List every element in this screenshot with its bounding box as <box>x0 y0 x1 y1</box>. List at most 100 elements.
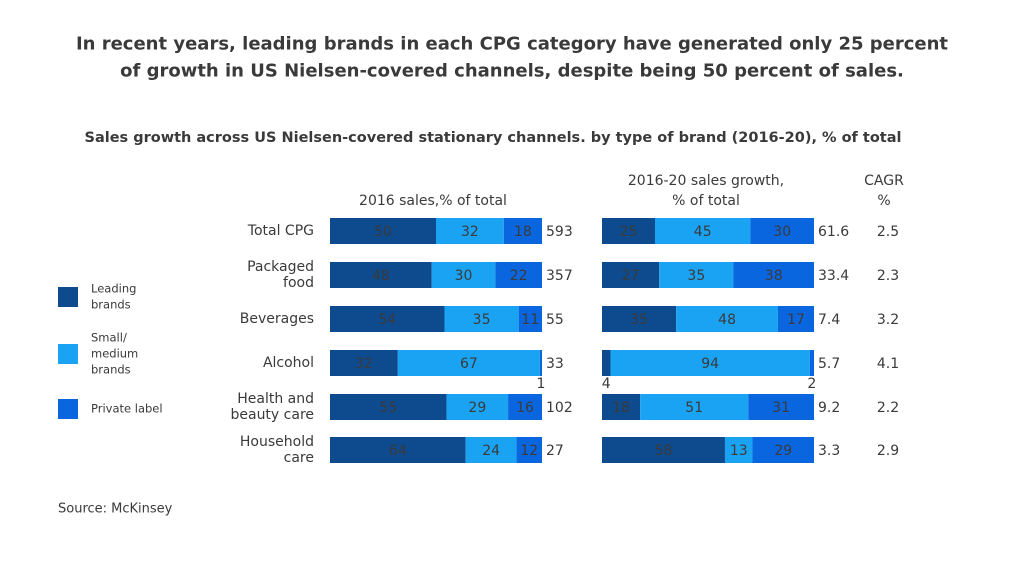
value-label: 12 <box>520 443 538 459</box>
total-label: 33 <box>546 356 564 372</box>
bar-segment <box>539 350 542 376</box>
category-label: Beverages <box>240 311 314 327</box>
value-label: 30 <box>773 224 791 240</box>
total-label: 9.2 <box>818 400 840 416</box>
bar-segment <box>431 262 496 288</box>
cagr-value: 2.2 <box>877 400 899 416</box>
cagr-value: 2.5 <box>877 224 899 240</box>
bar-segment <box>602 218 655 244</box>
bar-segment <box>516 437 542 463</box>
legend-label: medium <box>91 347 138 361</box>
bar-segment <box>640 394 749 420</box>
cagr-value: 2.3 <box>877 268 899 284</box>
value-label: 38 <box>765 268 783 284</box>
value-label: 35 <box>473 312 491 328</box>
value-label: 13 <box>730 443 748 459</box>
bar-segment <box>330 306 445 332</box>
value-label: 32 <box>355 356 373 372</box>
value-label: 27 <box>622 268 640 284</box>
total-label: 357 <box>546 268 573 284</box>
bar-segment <box>610 350 810 376</box>
bar-segment <box>444 306 519 332</box>
bar-segment <box>750 218 814 244</box>
value-label: 48 <box>372 268 390 284</box>
bar-segment <box>752 437 814 463</box>
legend-label: Leading <box>91 282 136 296</box>
value-label: 50 <box>374 224 392 240</box>
value-label: 35 <box>630 312 648 328</box>
legend-swatch <box>58 399 78 419</box>
subtitle: Sales growth across US Nielsen-covered s… <box>85 130 902 146</box>
total-label: 33.4 <box>818 268 849 284</box>
value-label: 48 <box>718 312 736 328</box>
chart-title: of growth in US Nielsen-covered channels… <box>120 61 904 82</box>
bar-segment <box>330 350 398 376</box>
category-label: Total CPG <box>247 223 314 239</box>
value-label: 17 <box>787 312 805 328</box>
total-label: 7.4 <box>818 312 840 328</box>
bar-segment <box>508 394 542 420</box>
value-label: 24 <box>482 443 500 459</box>
value-label: 1 <box>536 376 545 392</box>
bar-segment <box>777 306 814 332</box>
panel-title: 2016-20 sales growth, <box>628 173 784 189</box>
bar-segment <box>809 350 814 376</box>
legend-label: Small/ <box>91 331 127 345</box>
value-label: 30 <box>455 268 473 284</box>
bar-segment <box>446 394 509 420</box>
value-label: 32 <box>461 224 479 240</box>
value-label: 18 <box>514 224 532 240</box>
legend-label: brands <box>91 363 131 377</box>
bar-segment <box>602 437 725 463</box>
value-label: 64 <box>389 443 407 459</box>
category-label: beauty care <box>230 407 314 423</box>
value-label: 2 <box>807 376 816 392</box>
total-label: 102 <box>546 400 573 416</box>
bar-segment <box>659 262 734 288</box>
value-label: 4 <box>602 376 611 392</box>
bar-segment <box>518 306 542 332</box>
total-label: 61.6 <box>818 224 849 240</box>
value-label: 58 <box>655 443 673 459</box>
legend-label: brands <box>91 298 131 312</box>
value-label: 35 <box>687 268 705 284</box>
bar-segment <box>330 262 432 288</box>
bar-segment <box>748 394 814 420</box>
legend-label: Private label <box>91 402 163 416</box>
chart-title: In recent years, leading brands in each … <box>76 34 948 55</box>
cagr-title: CAGR <box>864 173 904 189</box>
value-label: 45 <box>694 224 712 240</box>
value-label: 51 <box>685 400 703 416</box>
total-label: 593 <box>546 224 573 240</box>
total-label: 5.7 <box>818 356 840 372</box>
bar-segment <box>503 218 542 244</box>
bar-segment <box>397 350 540 376</box>
panel-title: % of total <box>672 193 740 209</box>
total-label: 3.3 <box>818 443 840 459</box>
bar-segment <box>602 350 611 376</box>
total-label: 27 <box>546 443 564 459</box>
category-label: Alcohol <box>263 355 314 371</box>
cagr-value: 3.2 <box>877 312 899 328</box>
legend-swatch <box>58 287 78 307</box>
bar-segment <box>733 262 814 288</box>
bar-segment <box>602 306 677 332</box>
bar-segment <box>602 262 660 288</box>
value-label: 67 <box>460 356 478 372</box>
value-label: 29 <box>468 400 486 416</box>
value-label: 94 <box>701 356 719 372</box>
source: Source: McKinsey <box>58 502 173 517</box>
category-label: care <box>284 450 314 466</box>
category-label: Health and <box>237 391 314 407</box>
value-label: 29 <box>774 443 792 459</box>
value-label: 54 <box>378 312 396 328</box>
value-label: 11 <box>521 312 539 328</box>
bar-segment <box>602 394 641 420</box>
bar-segment <box>655 218 751 244</box>
bar-segment <box>330 394 447 420</box>
value-label: 55 <box>379 400 397 416</box>
bar-segment <box>465 437 517 463</box>
panel-title: 2016 sales,% of total <box>359 193 507 209</box>
bar-segment <box>676 306 778 332</box>
